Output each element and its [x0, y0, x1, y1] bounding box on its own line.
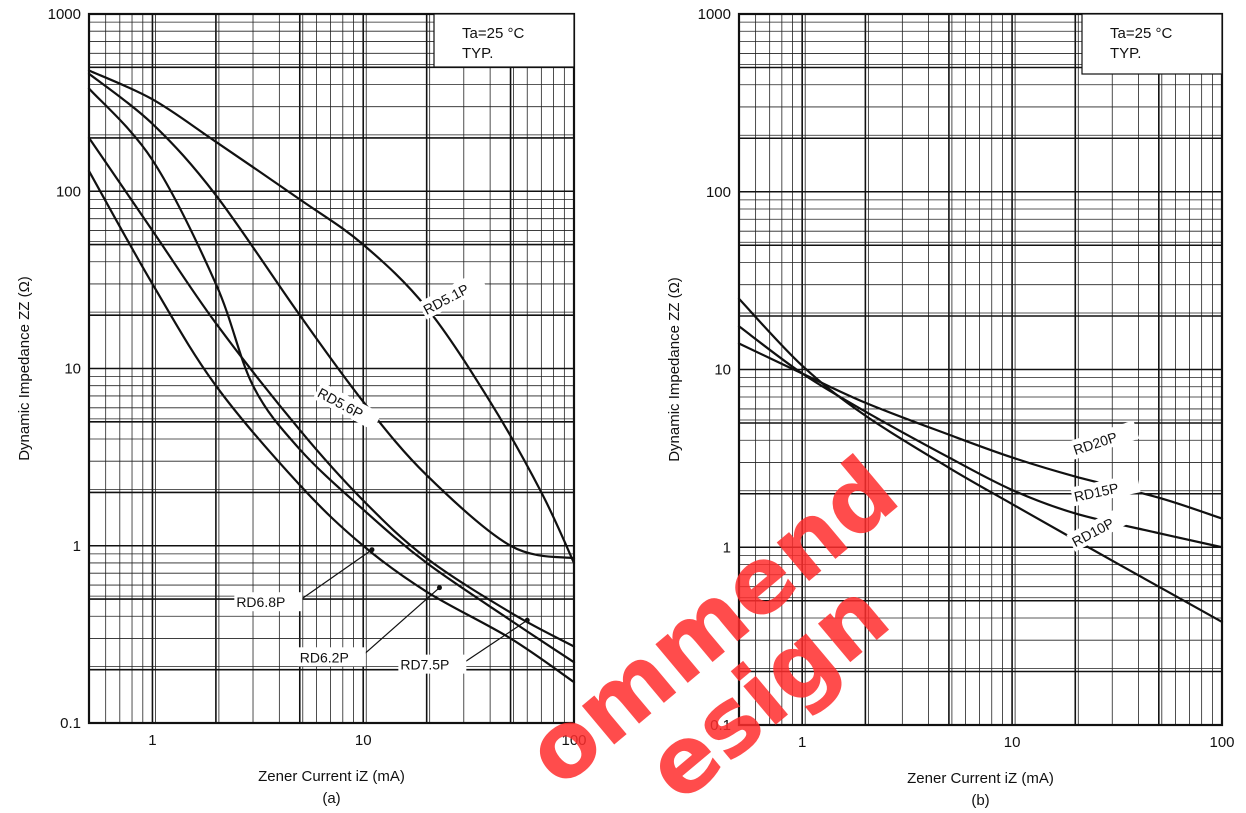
series-label: RD6.2P [300, 649, 349, 665]
condition-temperature: Ta=25 °C [1110, 25, 1172, 42]
series-line-rd6.8p [87, 136, 576, 648]
series-label-bg [1070, 473, 1141, 507]
y-tick-label: 0.1 [710, 717, 731, 734]
series-line-rd6.2p [87, 87, 576, 664]
plot-frame [87, 12, 576, 725]
x-tick-label: 1 [148, 732, 156, 749]
series-label-bg [312, 381, 382, 431]
leader-arrowhead [524, 617, 530, 623]
series-label: RD7.5P [400, 657, 449, 673]
condition-temperature: Ta=25 °C [462, 25, 524, 42]
series-label: RD6.8P [236, 594, 285, 610]
condition-typ: TYP. [1110, 45, 1141, 62]
panel-caption: (b) [971, 792, 989, 809]
x-tick-label: 10 [1004, 734, 1021, 751]
series-label-bg [398, 654, 467, 674]
series-label-bg [1066, 503, 1136, 552]
x-tick-label: 100 [561, 732, 586, 749]
leader-line [462, 619, 528, 665]
series-label: RD10P [1069, 515, 1116, 550]
leader-arrowhead [436, 585, 442, 591]
series-line-rd15p [737, 325, 1224, 549]
y-tick-label: 100 [706, 184, 731, 201]
series-line-rd5.6p [87, 72, 576, 560]
grid [89, 14, 575, 724]
x-tick-label: 1 [798, 734, 806, 751]
y-tick-label: 10 [64, 361, 81, 378]
series-label-bg [234, 592, 303, 612]
x-tick-label: 100 [1209, 734, 1234, 751]
x-axis-label: Zener Current iZ (mA) [258, 768, 405, 785]
y-axis-label: Dynamic Impedance ZZ (Ω) [16, 276, 33, 461]
condition-box [1081, 13, 1223, 75]
condition-box [433, 13, 575, 68]
leader-line [297, 549, 373, 602]
series-line-rd10p [737, 297, 1224, 624]
series-label-bg [417, 270, 487, 320]
y-tick-label: 100 [56, 183, 81, 200]
x-axis-label: Zener Current iZ (mA) [907, 770, 1054, 787]
series-line-rd7.5p [87, 169, 576, 684]
series-label-bg [297, 647, 366, 667]
leader-line [361, 587, 440, 657]
y-tick-label: 10 [714, 362, 731, 379]
y-axis-label: Dynamic Impedance ZZ (Ω) [666, 277, 683, 462]
y-tick-label: 1 [723, 539, 731, 556]
x-tick-label: 10 [355, 732, 372, 749]
condition-typ: TYP. [462, 45, 493, 62]
y-tick-label: 1000 [698, 6, 731, 23]
panel-caption: (a) [322, 790, 340, 807]
leader-arrowhead [369, 547, 375, 553]
series-label-bg [1068, 420, 1140, 460]
series-line-rd5.1p [87, 69, 576, 565]
y-tick-label: 1000 [48, 6, 81, 23]
grid [739, 14, 1223, 726]
y-tick-label: 1 [73, 538, 81, 555]
series-line-rd20p [737, 342, 1224, 520]
y-tick-label: 0.1 [60, 715, 81, 732]
plot-frame [737, 12, 1224, 727]
